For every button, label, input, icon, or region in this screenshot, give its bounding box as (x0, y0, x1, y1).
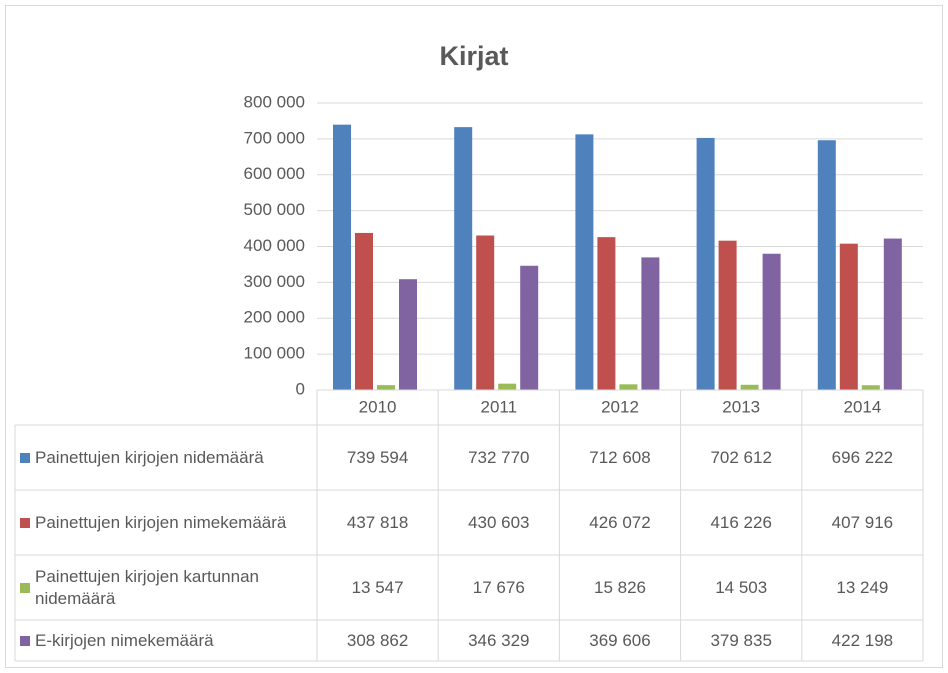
legend-label: Painettujen kirjojen kartunnan nidemäärä (35, 566, 259, 608)
bar (619, 384, 638, 390)
table-value: 346 329 (468, 631, 529, 650)
y-tick-label: 100 000 (244, 344, 305, 363)
bar (839, 243, 858, 390)
table-value: 426 072 (589, 513, 650, 532)
bar (718, 240, 737, 390)
legend-entry: Painettujen kirjojen nimekemäärä (20, 490, 307, 555)
y-tick-label: 600 000 (244, 164, 305, 183)
x-tick-label: 2010 (359, 397, 397, 416)
y-tick-label: 200 000 (244, 308, 305, 327)
legend-key (20, 517, 30, 528)
bar (498, 383, 517, 390)
table-value: 17 676 (473, 578, 525, 597)
table-value: 15 826 (594, 578, 646, 597)
legend-entry: Painettujen kirjojen kartunnan nidemäärä (20, 555, 307, 620)
y-tick-label: 800 000 (244, 92, 305, 111)
bar (641, 257, 660, 390)
bar (817, 140, 836, 390)
y-tick-label: 700 000 (244, 128, 305, 147)
table-value: 437 818 (347, 513, 408, 532)
legend-label: Painettujen kirjojen nimekemäärä (35, 512, 287, 532)
legend-entry: E-kirjojen nimekemäärä (20, 620, 307, 661)
x-tick-label: 2011 (481, 397, 518, 416)
table-value: 308 862 (347, 631, 408, 650)
bar (740, 384, 759, 390)
bar (762, 253, 781, 390)
bar (883, 238, 902, 390)
y-tick-label: 0 (296, 379, 305, 398)
bar (399, 279, 417, 390)
bar (597, 237, 616, 390)
bar (333, 124, 351, 390)
y-tick-label: 500 000 (244, 200, 305, 219)
legend-key (20, 452, 30, 463)
bar (377, 385, 395, 390)
table-value: 407 916 (832, 513, 893, 532)
table-value: 702 612 (710, 448, 771, 467)
x-tick-label: 2014 (843, 397, 881, 416)
y-tick-label: 300 000 (244, 272, 305, 291)
table-value: 696 222 (832, 448, 893, 467)
bar (861, 385, 880, 390)
x-tick-label: 2013 (722, 397, 760, 416)
bar (696, 137, 715, 390)
table-value: 422 198 (832, 631, 893, 650)
bar (575, 134, 594, 390)
legend-label: Painettujen kirjojen nidemäärä (35, 447, 264, 467)
table-value: 712 608 (589, 448, 650, 467)
table-value: 739 594 (347, 448, 408, 467)
y-tick-label: 400 000 (244, 236, 305, 255)
legend-key (20, 582, 30, 593)
chart-title: Kirjat (439, 41, 508, 71)
bar (454, 127, 473, 390)
table-value: 13 249 (836, 578, 888, 597)
table-value: 416 226 (710, 513, 771, 532)
table-value: 732 770 (468, 448, 529, 467)
table-value: 379 835 (710, 631, 771, 650)
legend-entry: Painettujen kirjojen nidemäärä (20, 425, 307, 490)
legend-label: E-kirjojen nimekemäärä (35, 630, 214, 650)
legend-key (20, 635, 30, 646)
table-value: 430 603 (468, 513, 529, 532)
table-value: 14 503 (715, 578, 767, 597)
bar (520, 265, 539, 390)
table-value: 369 606 (589, 631, 650, 650)
bar (476, 235, 495, 390)
bar (355, 232, 373, 390)
table-value: 13 547 (352, 578, 404, 597)
chart-border (5, 5, 943, 668)
x-tick-label: 2012 (601, 397, 639, 416)
